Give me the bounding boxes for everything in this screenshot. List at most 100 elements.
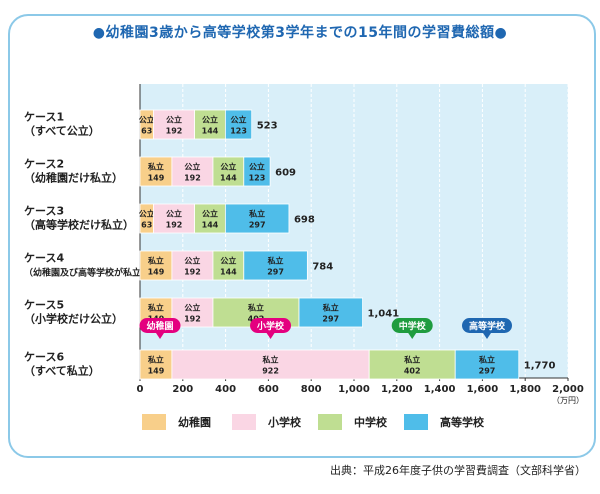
segment-value-label: 922	[262, 367, 279, 376]
segment-type-label: 私立	[322, 303, 339, 313]
segment-type-label: 私立	[147, 303, 164, 313]
legend-swatch	[404, 414, 428, 430]
segment-value-label: 63	[141, 127, 152, 136]
bar-segment	[212, 250, 245, 281]
case-label: ケース2	[24, 158, 64, 171]
bar-total-label: 784	[312, 262, 333, 273]
segment-value-label: 192	[166, 127, 183, 136]
case-sublabel: （すべて公立）	[24, 124, 100, 138]
bar-total-label: 523	[257, 121, 278, 132]
segment-type-label: 公立	[202, 115, 218, 125]
case-label: ケース5	[24, 299, 64, 312]
bar-segment	[153, 203, 195, 234]
segment-value-label: 297	[249, 221, 266, 230]
bar-segment	[243, 250, 308, 281]
segment-value-label: 149	[148, 367, 165, 376]
legend-label: 高等学校	[440, 415, 485, 429]
bar-total-label: 1,770	[524, 361, 556, 372]
case-sublabel: （幼稚園だけ私立）	[24, 171, 123, 185]
x-tick-label: 1,800	[509, 384, 541, 395]
callout-badge	[250, 318, 292, 333]
bar-segment	[298, 297, 363, 328]
case-label: ケース1	[24, 111, 64, 124]
segment-value-label: 63	[141, 221, 152, 230]
case-label: ケース6	[24, 351, 64, 364]
segment-type-label: 公立	[184, 256, 200, 266]
legend-swatch	[318, 414, 342, 430]
case-sublabel: （すべて私立）	[24, 364, 100, 378]
segment-value-label: 123	[230, 127, 247, 136]
segment-type-label: 公立	[231, 115, 247, 125]
x-tick-label: 2,000	[552, 384, 584, 395]
callout-label: 小学校	[256, 320, 285, 332]
segment-type-label: 公立	[184, 162, 200, 172]
x-tick-label: 1,200	[381, 384, 413, 395]
segment-value-label: 149	[148, 268, 165, 277]
callout-pointer	[408, 333, 417, 339]
segment-type-label: 公立	[166, 115, 182, 125]
legend-swatch	[142, 414, 166, 430]
segment-type-label: 公立	[220, 162, 236, 172]
legend-label: 小学校	[267, 415, 302, 429]
bar-total-label: 1,041	[368, 309, 400, 320]
segment-type-label: 私立	[248, 209, 265, 219]
x-tick-label: 0	[137, 384, 144, 395]
legend-label: 中学校	[354, 415, 388, 429]
segment-value-label: 144	[220, 174, 237, 183]
segment-value-label: 192	[184, 268, 201, 277]
bar-segment	[171, 349, 370, 380]
callout-pointer	[266, 333, 275, 339]
case-label: ケース4	[24, 252, 64, 265]
segment-type-label: 公立	[249, 162, 265, 172]
segment-value-label: 192	[184, 315, 201, 324]
bar-segment	[194, 203, 226, 234]
segment-type-label: 公立	[184, 303, 200, 313]
segment-type-label: 私立	[262, 355, 279, 365]
x-tick-label: 400	[215, 384, 236, 395]
callout-label: 幼稚園	[146, 320, 173, 332]
callout-pointer	[156, 333, 164, 339]
x-tick-label: 200	[172, 384, 193, 395]
x-tick-label: 600	[258, 384, 279, 395]
x-tick-label: 1,600	[467, 384, 499, 395]
bar-segment	[171, 156, 214, 187]
bar-segment	[139, 349, 173, 380]
segment-type-label: 私立	[247, 303, 264, 313]
bar-segment	[171, 250, 214, 281]
segment-type-label: 私立	[147, 162, 164, 172]
segment-value-label: 149	[148, 174, 165, 183]
x-tick-label: 1,000	[338, 384, 370, 395]
segment-value-label: 144	[202, 127, 219, 136]
callout-pointer	[483, 333, 492, 339]
callout-badge	[462, 318, 513, 333]
legend-label: 幼稚園	[178, 415, 211, 429]
segment-type-label: 私立	[478, 355, 495, 365]
x-axis-unit: （万円）	[552, 396, 584, 405]
bar-segment	[153, 109, 195, 140]
case-sublabel: （小学校だけ公立）	[24, 312, 123, 326]
callout-badge	[139, 318, 181, 333]
chart-title: ●幼稚園3歳から高等学校第3学年までの15年間の学習費総額●	[92, 25, 508, 41]
segment-value-label: 192	[166, 221, 183, 230]
bar-total-label: 698	[294, 215, 315, 226]
bar-segment	[243, 156, 271, 187]
bar-segment	[454, 349, 520, 380]
bar-segment	[368, 349, 456, 380]
segment-value-label: 297	[322, 315, 339, 324]
callout-label: 中学校	[399, 320, 427, 332]
source-note: 出典：平成26年度子供の学習費調査（文部科学省）	[330, 464, 586, 477]
segment-value-label: 297	[267, 268, 284, 277]
segment-type-label: 私立	[267, 256, 284, 266]
segment-value-label: 402	[404, 367, 421, 376]
segment-type-label: 公立	[139, 115, 155, 125]
segment-value-label: 123	[249, 174, 266, 183]
bar-segment	[224, 203, 290, 234]
bar-segment	[224, 109, 253, 140]
bar-segment	[139, 250, 173, 281]
segment-type-label: 公立	[166, 209, 182, 219]
segment-type-label: 公立	[220, 256, 236, 266]
segment-value-label: 144	[202, 221, 219, 230]
bar-segment	[139, 156, 173, 187]
segment-value-label: 297	[479, 367, 496, 376]
